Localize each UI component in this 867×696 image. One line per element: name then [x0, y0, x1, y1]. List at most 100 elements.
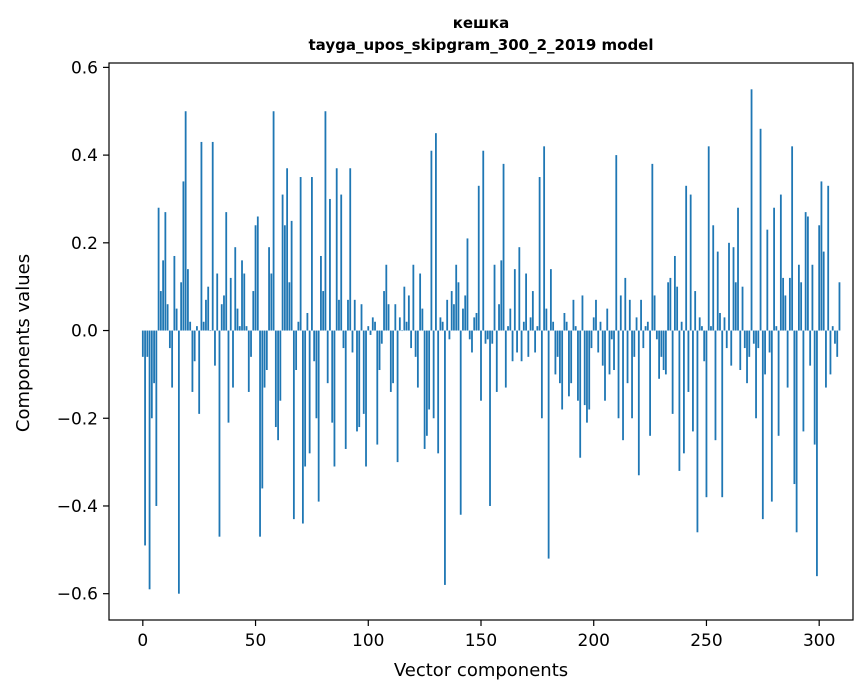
bar-192 [574, 326, 577, 331]
bar-87 [338, 299, 340, 331]
bar-229 [658, 330, 661, 379]
bar-6 [155, 330, 158, 506]
bar-141 [459, 330, 462, 515]
bar-278 [768, 330, 771, 353]
bar-205 [604, 330, 606, 401]
bar-30 [209, 330, 212, 332]
bar-13 [171, 330, 174, 388]
bar-190 [570, 330, 573, 384]
bar-150 [480, 330, 482, 401]
bar-98 [362, 330, 365, 414]
bar-167 [518, 247, 521, 331]
bar-225 [649, 330, 651, 436]
bar-79 [320, 255, 322, 331]
bar-47 [247, 330, 250, 392]
bar-235 [671, 330, 674, 414]
bar-204 [601, 330, 604, 366]
bar-194 [579, 330, 582, 458]
bar-226 [651, 163, 654, 331]
bar-221 [640, 299, 642, 331]
bar-174 [534, 330, 537, 353]
x-tick-label: 200 [578, 631, 610, 651]
bar-41 [234, 247, 237, 331]
bar-35 [220, 304, 223, 331]
bar-8 [159, 291, 162, 331]
bar-85 [333, 330, 336, 467]
bar-23 [193, 330, 196, 362]
bar-38 [227, 330, 230, 423]
bar-130 [435, 133, 437, 331]
bar-147 [473, 317, 476, 331]
bar-26 [200, 141, 203, 331]
bar-54 [263, 330, 266, 388]
bar-181 [549, 269, 552, 331]
bar-216 [628, 299, 631, 331]
bar-302 [822, 251, 825, 331]
bar-203 [599, 321, 602, 331]
bar-210 [615, 155, 618, 331]
x-tick-label: 50 [245, 631, 267, 651]
bar-308 [836, 330, 839, 357]
bar-103 [374, 321, 376, 331]
bar-101 [369, 330, 372, 335]
bar-28 [205, 299, 207, 331]
bar-288 [791, 146, 794, 331]
bar-284 [782, 277, 785, 331]
bar-14 [173, 255, 176, 331]
bar-168 [520, 330, 523, 362]
bar-104 [376, 330, 379, 445]
bar-108 [385, 264, 388, 331]
bar-2 [146, 330, 149, 357]
bar-4 [150, 330, 153, 419]
bar-293 [802, 330, 805, 432]
bar-123 [419, 273, 422, 331]
bar-139 [455, 264, 458, 331]
bar-75 [311, 177, 313, 331]
bar-176 [538, 177, 541, 331]
y-tick-label: −0.2 [57, 409, 98, 429]
bar-110 [389, 330, 392, 392]
bar-96 [358, 330, 361, 428]
bar-183 [554, 330, 557, 375]
bar-163 [509, 308, 512, 331]
bar-154 [489, 330, 491, 506]
bar-191 [572, 299, 575, 331]
bar-156 [493, 264, 496, 331]
bar-145 [468, 330, 471, 340]
bar-10 [164, 212, 167, 331]
bar-251 [707, 146, 710, 331]
bar-27 [202, 321, 205, 331]
bar-219 [635, 317, 638, 331]
bar-83 [329, 198, 331, 331]
x-axis-ticks: 0 50 100 150 200 250 300 [137, 620, 835, 651]
bar-273 [757, 330, 760, 349]
bar-157 [495, 330, 498, 392]
bar-258 [723, 317, 726, 331]
plot-frame [108, 62, 854, 621]
bar-217 [631, 330, 633, 419]
bar-63 [283, 225, 286, 331]
bar-275 [761, 330, 764, 520]
bar-29 [207, 286, 210, 331]
bar-247 [698, 317, 701, 331]
bar-106 [380, 330, 383, 344]
bar-224 [646, 321, 649, 331]
bar-128 [430, 150, 433, 331]
bar-182 [552, 321, 555, 331]
bar-244 [692, 330, 694, 432]
bar-34 [218, 330, 221, 537]
bar-232 [664, 330, 667, 375]
bar-270 [750, 89, 753, 331]
bar-292 [800, 282, 803, 331]
bar-206 [606, 308, 609, 331]
bar-16 [177, 330, 180, 594]
bar-19 [184, 111, 187, 331]
bar-78 [317, 330, 320, 502]
bar-286 [786, 330, 789, 388]
bar-22 [191, 330, 194, 392]
bar-15 [175, 308, 178, 331]
bar-234 [669, 277, 672, 331]
bar-231 [662, 330, 665, 371]
bar-281 [775, 326, 778, 331]
bar-92 [349, 168, 352, 331]
